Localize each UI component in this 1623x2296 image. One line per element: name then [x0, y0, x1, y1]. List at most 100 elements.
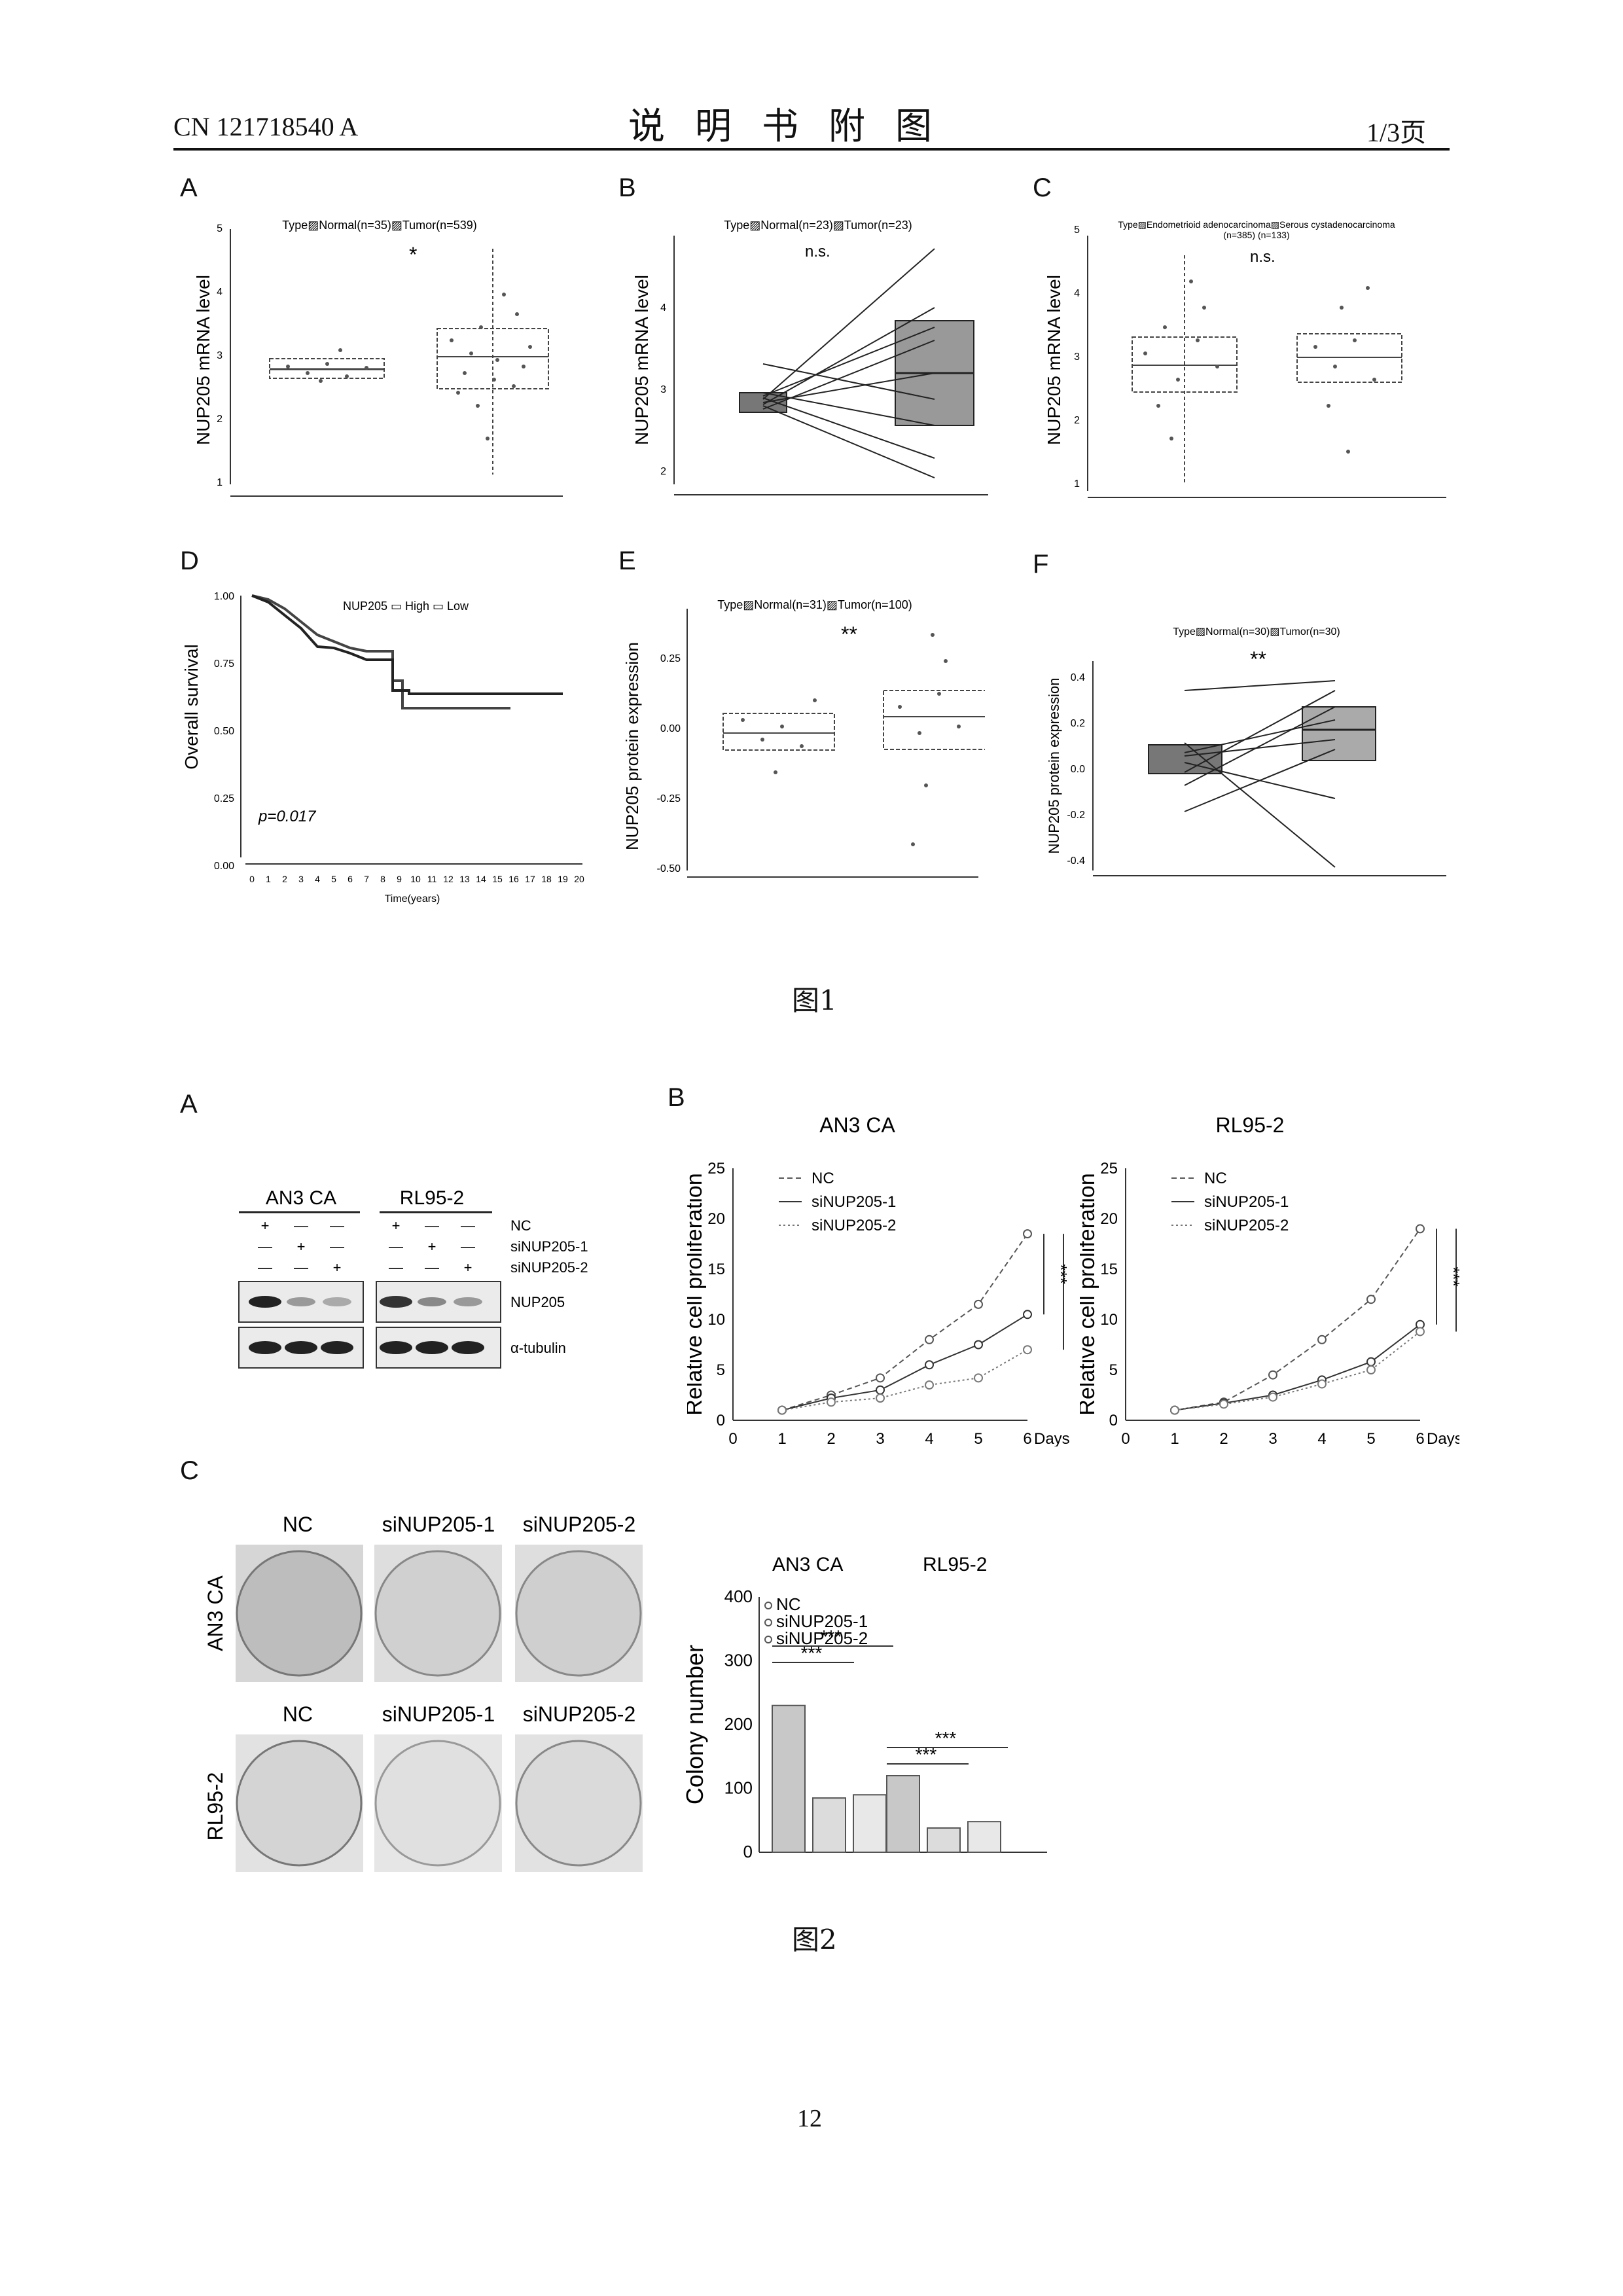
y-tick-label: 0 [1109, 1412, 1118, 1429]
data-point [925, 1335, 934, 1344]
chart-title: RL95-2 [1216, 1113, 1285, 1137]
data-point [1023, 1229, 1032, 1239]
svg-text:+: + [261, 1217, 270, 1234]
fig1f-sig: ** [1250, 647, 1266, 671]
data-point [974, 1373, 983, 1383]
fig1f-paired-lines [1184, 680, 1336, 868]
fig1a-ytick: 3 [217, 350, 223, 361]
svg-text:6: 6 [348, 874, 353, 884]
y-tick-label: 20 [707, 1210, 725, 1228]
fig2c-col-label-si2-2: siNUP205-2 [523, 1702, 636, 1726]
y-tick-label: 10 [707, 1311, 725, 1329]
fig1d-ytick: 0.75 [214, 658, 234, 670]
fig1d-pvalue: p=0.017 [258, 808, 317, 825]
fig1d-ytick: 0.00 [214, 861, 234, 872]
fig1b-ytick: 3 [660, 384, 666, 395]
fig2a-sign-row-2: — + — — + — [258, 1238, 475, 1255]
fig2a-cellline-rl952: RL95-2 [400, 1187, 464, 1209]
fig1d-ytick: 0.50 [214, 726, 234, 737]
fig2a-blot-label-nup205: NUP205 [510, 1294, 565, 1310]
svg-text:—: — [258, 1238, 272, 1255]
svg-text:—: — [258, 1259, 272, 1276]
data-point [876, 1385, 885, 1395]
fig1b-sig: n.s. [805, 243, 830, 260]
fig1e-box-tumor [883, 690, 985, 750]
fig1c-sig: n.s. [1250, 248, 1275, 266]
x-tick-label: 1 [1170, 1430, 1179, 1446]
legend-label: NC [776, 1594, 801, 1614]
fig2-panel-a-label: A [180, 1090, 198, 1119]
data-point [1366, 1295, 1376, 1304]
legend-label: siNUP205-2 [812, 1217, 896, 1234]
legend-label: siNUP205-1 [776, 1611, 868, 1631]
data-point [1416, 1224, 1425, 1234]
fig1e-ytick: 0.00 [660, 723, 681, 734]
fig1d-curve-high [251, 594, 563, 695]
data-point [1268, 1370, 1277, 1380]
legend-label: siNUP205-1 [1204, 1193, 1289, 1211]
fig2-panel-b-label: B [668, 1083, 685, 1112]
svg-text:14: 14 [476, 874, 486, 884]
figure2-caption: 图2 [792, 1924, 837, 1956]
fig1a-ytick: 1 [217, 477, 223, 488]
svg-text:1: 1 [266, 874, 271, 884]
legend-swatch [764, 1602, 772, 1609]
y-tick-label: 15 [1100, 1261, 1118, 1278]
x-tick-label: 3 [1268, 1430, 1277, 1446]
y-tick-label: 25 [707, 1160, 725, 1177]
bar-siNUP205-1 [927, 1827, 961, 1854]
series-line-siNUP205-2 [1174, 1331, 1421, 1411]
fig2c-plate [236, 1740, 363, 1867]
fig1d-ytick: 1.00 [214, 591, 234, 602]
data-point [1317, 1379, 1327, 1389]
svg-text:9: 9 [397, 874, 402, 884]
svg-text:3: 3 [298, 874, 304, 884]
fig2c-col-label-si1: siNUP205-1 [382, 1513, 495, 1536]
page-indicator: 1/3页 [1366, 118, 1427, 147]
fig2a-cellline-an3ca: AN3 CA [266, 1187, 336, 1209]
fig1-panel-d-chart: NUP205 ▭ High ▭ Low Overall survival 1.0… [181, 591, 584, 905]
chart-title-rl952: RL95-2 [923, 1554, 987, 1575]
data-point [1219, 1399, 1228, 1409]
y-tick-label: 10 [1100, 1311, 1118, 1329]
fig2a-sign-row-3: — — + — — + [258, 1259, 472, 1276]
fig1c-legend2: (n=385) (n=133) [1223, 230, 1289, 240]
fig1d-xticks: 0 1 2 3 4 5 6 7 8 9 10 11 12 13 14 15 16 17 18 19 20 [249, 874, 584, 884]
sig-label: *** [821, 1626, 842, 1647]
y-tick-label: 25 [1100, 1160, 1118, 1177]
legend-label: NC [1204, 1170, 1227, 1187]
fig2c-plate [374, 1740, 501, 1867]
bar-siNUP205-2 [967, 1821, 1001, 1854]
x-axis-label: Days [1034, 1430, 1070, 1446]
bar-siNUP205-2 [853, 1794, 887, 1853]
fig1b-ylabel: NUP205 mRNA level [632, 275, 652, 445]
fig2c-plate [374, 1550, 501, 1677]
x-tick-label: 0 [728, 1430, 737, 1446]
y-tick-label: 0 [743, 1842, 753, 1861]
data-point [974, 1340, 983, 1350]
document-id: CN 121718540 A [173, 112, 359, 141]
legend-label: siNUP205-2 [1204, 1217, 1289, 1234]
bar-NC [772, 1704, 806, 1853]
fig1e-box-normal [722, 713, 835, 751]
data-point [925, 1360, 934, 1370]
fig1c-legend: Type▨Endometrioid adenocarcinoma▨Serous … [1118, 219, 1395, 230]
x-tick-label: 4 [1317, 1430, 1326, 1446]
y-tick-label: 5 [717, 1361, 725, 1379]
fig1-panel-a-chart: Type▨Normal(n=35)▨Tumor(n=539) * NUP205 … [193, 219, 563, 497]
chart-ylabel: Relative cell proliferation [687, 1173, 707, 1415]
fig1-panel-d-label: D [180, 547, 199, 575]
data-point [1023, 1345, 1032, 1355]
fig1d-legend: NUP205 ▭ High ▭ Low [343, 600, 469, 613]
svg-text:18: 18 [541, 874, 552, 884]
fig1f-ytick: 0.0 [1071, 764, 1085, 775]
fig1d-ylabel: Overall survival [181, 644, 202, 769]
svg-text:—: — [461, 1217, 475, 1234]
fig1a-legend: Type▨Normal(n=35)▨Tumor(n=539) [282, 219, 476, 232]
fig2c-col-label-nc: NC [283, 1513, 313, 1536]
fig1a-sig: * [409, 243, 417, 266]
series-line-siNUP205-1 [1174, 1323, 1421, 1411]
fig2c-row-label-an3ca: AN3 CA [204, 1575, 227, 1651]
fig1b-ytick: 2 [660, 466, 666, 477]
